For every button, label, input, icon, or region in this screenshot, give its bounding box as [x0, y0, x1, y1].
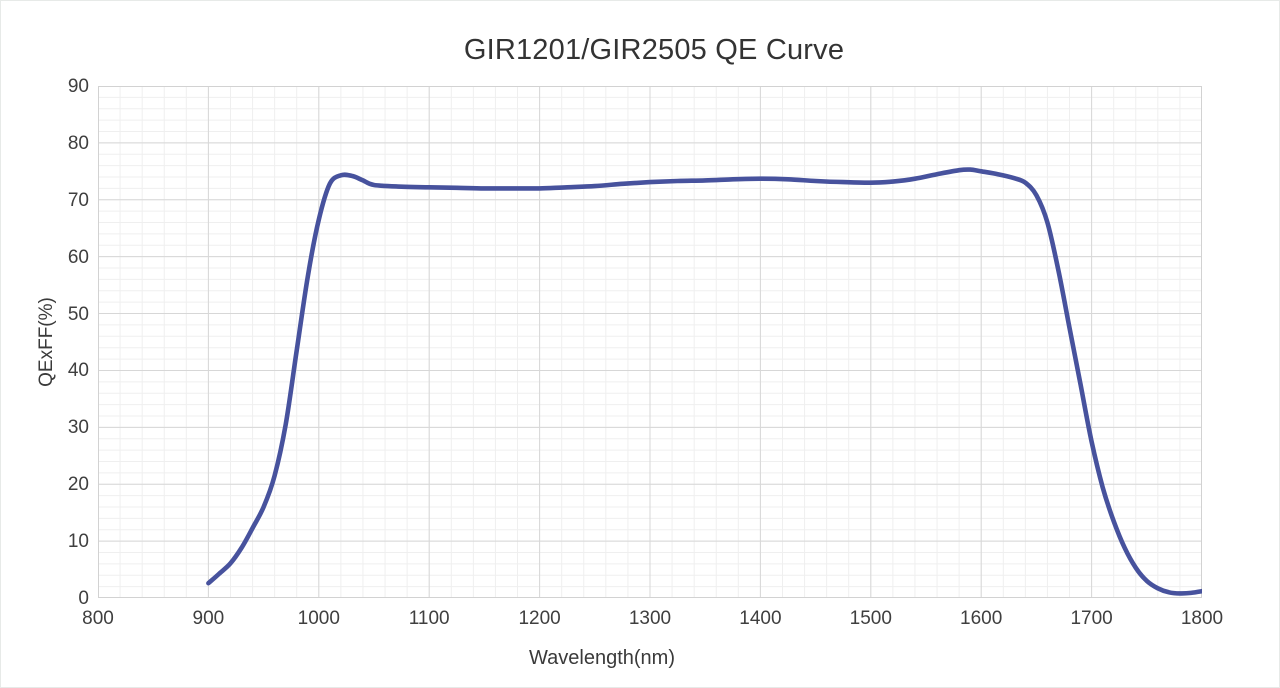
x-axis-title: Wavelength(nm) — [529, 647, 675, 669]
y-tick-label: 90 — [67, 76, 89, 97]
y-tick-label: 80 — [67, 132, 89, 154]
y-tick-label: 10 — [67, 531, 89, 553]
qe-curve — [206, 167, 1202, 596]
y-axis-title: QExFF(%) — [36, 297, 57, 387]
x-tick-label: 1200 — [518, 608, 561, 629]
x-tick-label: 1500 — [849, 608, 892, 629]
y-tick-label: 30 — [67, 417, 89, 439]
x-tick-label: 900 — [192, 608, 225, 629]
y-tick-label: 40 — [67, 360, 89, 382]
x-tick-label: 1000 — [297, 608, 340, 629]
x-tick-label: 800 — [82, 608, 114, 629]
y-tick-label: 60 — [67, 246, 89, 268]
y-tick-label: 70 — [67, 189, 89, 211]
x-tick-label: 1800 — [1180, 608, 1224, 629]
plot-area — [98, 86, 1202, 598]
chart-title: GIR1201/GIR2505 QE Curve — [463, 34, 845, 66]
x-tick-label: 1600 — [960, 608, 1003, 629]
x-tick-label: 1400 — [739, 608, 782, 629]
x-tick-label: 1700 — [1070, 608, 1113, 629]
major-gridlines — [98, 86, 1202, 598]
x-tick-label: 1100 — [408, 608, 450, 629]
plot-border — [98, 86, 1202, 598]
x-tick-label: 1300 — [628, 608, 672, 629]
y-tick-label: 20 — [67, 474, 89, 496]
y-tick-label: 0 — [78, 588, 89, 609]
y-tick-label: 50 — [67, 303, 89, 325]
